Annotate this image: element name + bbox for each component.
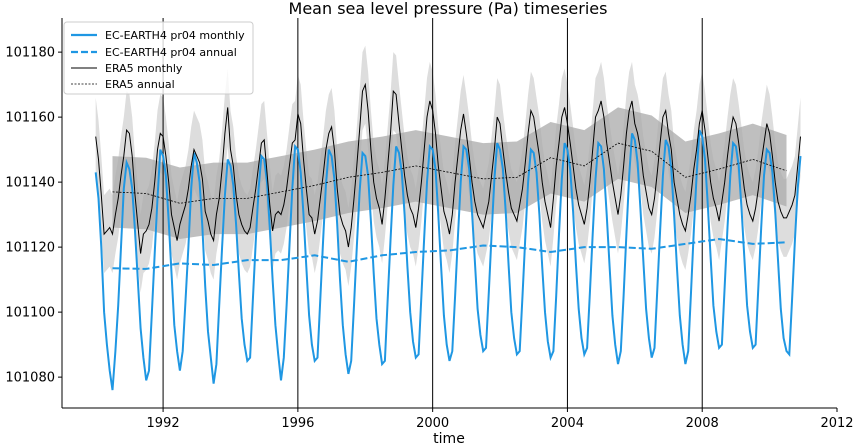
x-tick-label: 1992 [147, 416, 180, 431]
y-tick-label: 101180 [5, 46, 55, 61]
y-tick-label: 101140 [5, 176, 55, 191]
era5-monthly-spread-band [95, 45, 801, 293]
x-tick-label: 2012 [820, 416, 853, 431]
chart-title: Mean sea level pressure (Pa) timeseries [289, 0, 608, 18]
legend-ec-annual: EC-EARTH4 pr04 annual [105, 46, 237, 59]
x-tick-label: 2004 [551, 416, 584, 431]
x-tick-label: 1996 [281, 416, 314, 431]
y-tick-label: 101080 [5, 371, 55, 386]
legend-era5-annual: ERA5 annual [105, 78, 175, 91]
x-axis-label: time [433, 431, 465, 446]
x-tick-label: 2000 [416, 416, 449, 431]
legend-era5-monthly: ERA5 monthly [105, 62, 183, 75]
era5-monthly-line [95, 82, 801, 254]
y-tick-label: 101100 [5, 306, 55, 321]
legend: EC-EARTH4 pr04 monthly EC-EARTH4 pr04 an… [63, 21, 254, 95]
legend-ec-monthly: EC-EARTH4 pr04 monthly [105, 29, 245, 42]
y-tick-label: 101160 [5, 111, 55, 126]
y-tick-label: 101120 [5, 241, 55, 256]
era5-annual-line [112, 142, 787, 204]
ec-monthly-line [94, 129, 802, 391]
x-tick-label: 2008 [686, 416, 719, 431]
ec-annual-line [112, 237, 787, 270]
era5-annual-spread-band [112, 107, 787, 240]
